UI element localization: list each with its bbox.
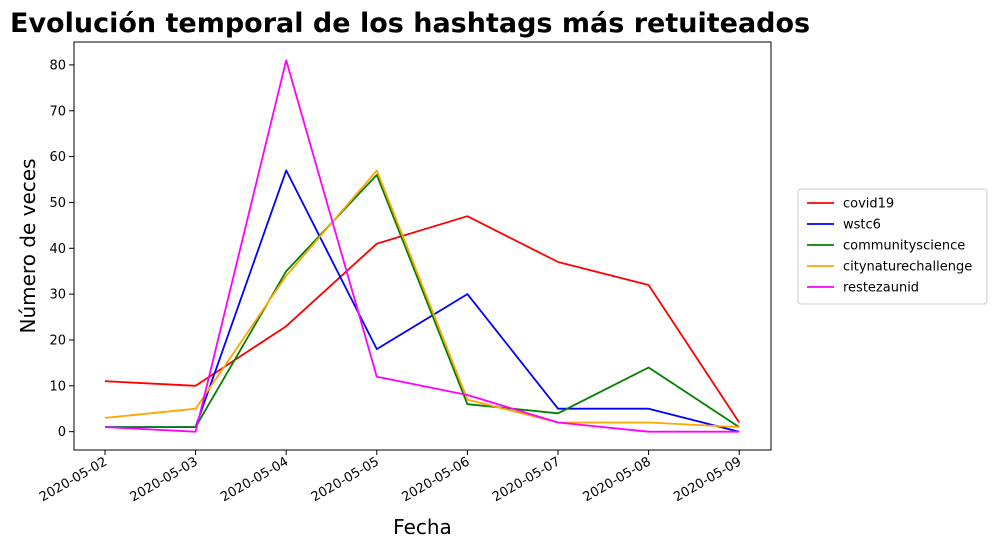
series-line-citynaturechallenge bbox=[104, 169, 740, 428]
legend-label-communityscience: communityscience bbox=[843, 239, 965, 254]
y-tick-label: 0 bbox=[58, 425, 66, 440]
y-tick-label: 40 bbox=[49, 242, 66, 257]
y-tick-label: 30 bbox=[49, 288, 66, 303]
legend-label-wstc6: wstc6 bbox=[843, 218, 881, 233]
x-tick-label: 2020-05-07 bbox=[490, 454, 563, 505]
legend-label-covid19: covid19 bbox=[843, 197, 894, 212]
x-axis-ticks: 2020-05-02 2020-05-03 2020-05-04 2020-05-05… bbox=[37, 450, 744, 505]
y-tick-label: 10 bbox=[49, 379, 66, 394]
x-tick-label: 2020-05-06 bbox=[399, 454, 472, 505]
y-tick-label: 50 bbox=[49, 196, 66, 211]
y-tick-label: 20 bbox=[49, 333, 66, 348]
series-line-restezaunid bbox=[104, 59, 740, 433]
y-tick-label: 80 bbox=[49, 58, 66, 73]
y-axis-label: Número de veces bbox=[16, 158, 40, 333]
x-tick-label: 2020-05-03 bbox=[128, 454, 201, 505]
x-tick-label: 2020-05-02 bbox=[37, 454, 110, 505]
x-tick-label: 2020-05-09 bbox=[671, 454, 744, 505]
x-tick-label: 2020-05-05 bbox=[309, 454, 382, 505]
chart-title: Evolución temporal de los hashtags más r… bbox=[10, 8, 810, 39]
series-line-wstc6 bbox=[105, 169, 740, 433]
y-axis-ticks: 0 10 20 30 40 50 60 70 80 bbox=[49, 58, 74, 440]
y-tick-label: 60 bbox=[49, 150, 66, 165]
plot-frame bbox=[73, 41, 772, 451]
legend: covid19 wstc6 communityscience citynaturech… bbox=[797, 188, 988, 305]
series-line-communityscience bbox=[105, 173, 740, 429]
plot-lines bbox=[104, 59, 740, 433]
series-line-covid19 bbox=[104, 215, 740, 423]
x-axis-label: Fecha bbox=[393, 515, 452, 539]
y-tick-label: 70 bbox=[49, 104, 66, 119]
legend-frame bbox=[797, 188, 988, 305]
legend-label-restezaunid: restezaunid bbox=[843, 281, 919, 296]
legend-label-citynaturechallenge: citynaturechallenge bbox=[843, 260, 972, 275]
x-tick-label: 2020-05-04 bbox=[218, 454, 291, 505]
x-tick-label: 2020-05-08 bbox=[581, 454, 654, 505]
